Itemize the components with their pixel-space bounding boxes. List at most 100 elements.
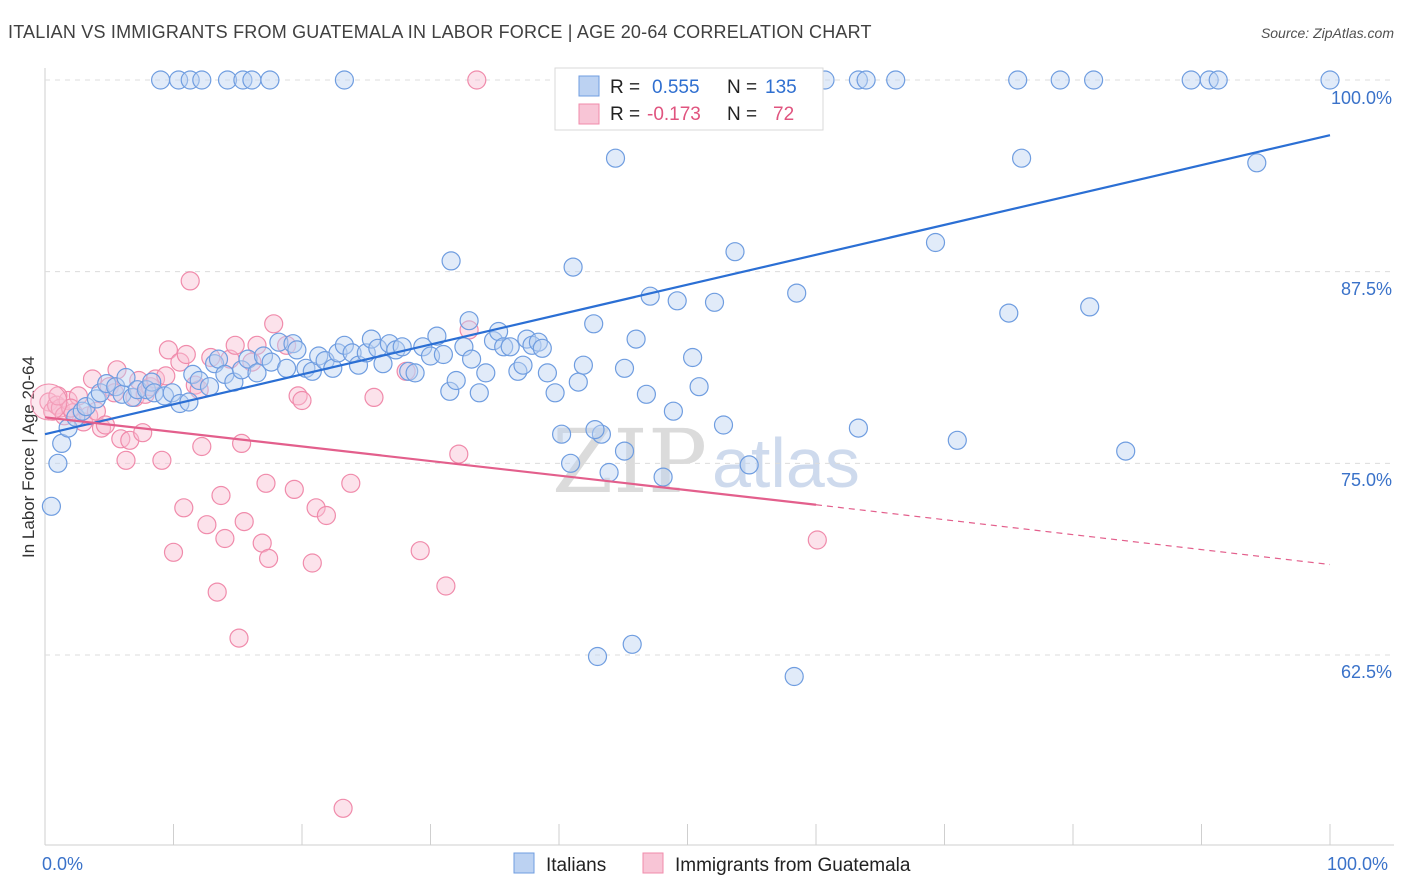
x-tick-label-0: 0.0% bbox=[42, 854, 83, 874]
bottom-legend-swatch-guatemala bbox=[642, 852, 664, 874]
guatemala-point-31 bbox=[174, 498, 194, 518]
italians-point-31 bbox=[247, 363, 267, 383]
italians-point-75 bbox=[537, 363, 558, 383]
series-guatemala-points bbox=[30, 70, 827, 818]
italians-point-131 bbox=[513, 355, 533, 375]
italians-point-89 bbox=[667, 291, 687, 311]
guatemala-point-41 bbox=[215, 528, 235, 549]
guatemala-trend-line bbox=[44, 416, 817, 506]
bottom-legend-swatch-italians bbox=[513, 852, 535, 874]
italians-point-74 bbox=[532, 338, 552, 358]
italians-point-58 bbox=[427, 326, 447, 346]
italians-point-19 bbox=[162, 383, 182, 403]
guatemala-point-large bbox=[30, 383, 68, 421]
italians-point-105 bbox=[151, 70, 171, 90]
italians-trend-line bbox=[44, 134, 1331, 436]
guatemala-point-44 bbox=[229, 628, 249, 648]
guatemala-point-65 bbox=[436, 576, 456, 596]
guatemala-point-18 bbox=[116, 450, 136, 470]
x-axis-ticks bbox=[44, 824, 1331, 845]
stats-legend-frame bbox=[554, 67, 824, 131]
guatemala-point-62 bbox=[364, 387, 384, 407]
guatemala-point-69 bbox=[807, 530, 827, 550]
italians-point-106 bbox=[169, 70, 189, 90]
italians-point-104 bbox=[1247, 153, 1267, 173]
guatemala-point-43 bbox=[225, 335, 245, 355]
italians-point-69 bbox=[500, 337, 520, 357]
italians-point-66 bbox=[483, 331, 504, 351]
italians-point-93 bbox=[713, 415, 734, 435]
legend-n-label-guatemala: N = bbox=[727, 104, 757, 125]
italians-point-86 bbox=[626, 329, 646, 349]
y-tick-labels: 62.5% 75.0% 87.5% 100.0% bbox=[1331, 88, 1392, 682]
bottom-legend-label-italians: Italians bbox=[546, 855, 606, 876]
italians-point-6 bbox=[76, 397, 96, 417]
guatemala-point-36 bbox=[192, 436, 212, 457]
italians-point-24 bbox=[199, 377, 220, 397]
guatemala-point-66 bbox=[449, 444, 469, 464]
guatemala-point-45 bbox=[232, 433, 252, 453]
italians-point-91 bbox=[689, 377, 709, 397]
bottom-legend: Italians Immigrants from Guatemala bbox=[513, 852, 911, 876]
guatemala-trend-line-extension bbox=[815, 504, 1331, 566]
italians-point-108 bbox=[192, 70, 212, 90]
italians-point-119 bbox=[1050, 70, 1070, 90]
italians-point-98 bbox=[925, 232, 946, 253]
legend-swatch-italians bbox=[578, 75, 600, 97]
chart-title: ITALIAN VS IMMIGRANTS FROM GUATEMALA IN … bbox=[8, 22, 872, 42]
italians-point-132 bbox=[614, 358, 635, 378]
guatemala-point-33 bbox=[180, 271, 200, 291]
guatemala-point-51 bbox=[259, 548, 279, 569]
legend-r-value-guatemala: -0.173 bbox=[647, 104, 701, 125]
guatemala-point-64 bbox=[410, 541, 430, 561]
italians-point-126 bbox=[563, 257, 583, 277]
italians-point-34 bbox=[269, 332, 289, 352]
guatemala-point-32 bbox=[176, 344, 196, 365]
guatemala-point-46 bbox=[234, 511, 254, 532]
italians-point-88 bbox=[653, 467, 673, 487]
guatemala-point-37 bbox=[197, 515, 217, 535]
italians-point-134 bbox=[663, 401, 684, 421]
italians-point-0 bbox=[41, 496, 62, 516]
italians-point-129 bbox=[784, 666, 804, 687]
guatemala-point-30 bbox=[170, 352, 190, 372]
guatemala-point-60 bbox=[333, 798, 353, 818]
italians-point-65 bbox=[476, 363, 496, 383]
italians-point-87 bbox=[640, 286, 660, 306]
legend-r-value-italians: 0.555 bbox=[652, 77, 700, 98]
guatemala-point-50 bbox=[256, 473, 276, 493]
italians-point-130 bbox=[459, 311, 479, 331]
italians-point-127 bbox=[587, 646, 608, 667]
guatemala-point-48 bbox=[247, 335, 267, 355]
italians-point-80 bbox=[573, 355, 594, 375]
italians-point-112 bbox=[260, 70, 280, 90]
italians-point-64 bbox=[469, 383, 489, 403]
italians-point-95 bbox=[739, 455, 759, 475]
italians-point-37 bbox=[287, 340, 307, 360]
x-tick-label-100: 100.0% bbox=[1327, 854, 1388, 874]
italians-point-99 bbox=[947, 430, 967, 450]
italians-point-18 bbox=[154, 386, 175, 406]
italians-point-109 bbox=[217, 70, 238, 90]
guatemala-point-52 bbox=[264, 314, 284, 334]
italians-point-32 bbox=[253, 346, 274, 366]
italians-point-77 bbox=[551, 424, 572, 444]
guatemala-point-5 bbox=[58, 390, 78, 411]
italians-point-124 bbox=[1320, 70, 1340, 90]
legend-n-label-italians: N = bbox=[727, 77, 757, 98]
guatemala-point-57 bbox=[302, 553, 322, 573]
y-tick-label-100: 100.0% bbox=[1331, 88, 1392, 108]
italians-point-54 bbox=[399, 361, 419, 381]
italians-point-102 bbox=[1080, 297, 1100, 317]
guatemala-point-58 bbox=[306, 498, 326, 518]
italians-point-113 bbox=[334, 70, 354, 90]
italians-point-1 bbox=[48, 453, 68, 473]
italians-point-70 bbox=[508, 361, 528, 381]
italians-point-135 bbox=[585, 420, 605, 440]
italians-point-23 bbox=[189, 370, 209, 391]
italians-point-90 bbox=[682, 347, 703, 368]
trend-lines bbox=[44, 134, 1331, 566]
guatemala-point-39 bbox=[207, 582, 227, 602]
italians-point-115 bbox=[848, 70, 869, 90]
italians-point-59 bbox=[433, 344, 453, 365]
